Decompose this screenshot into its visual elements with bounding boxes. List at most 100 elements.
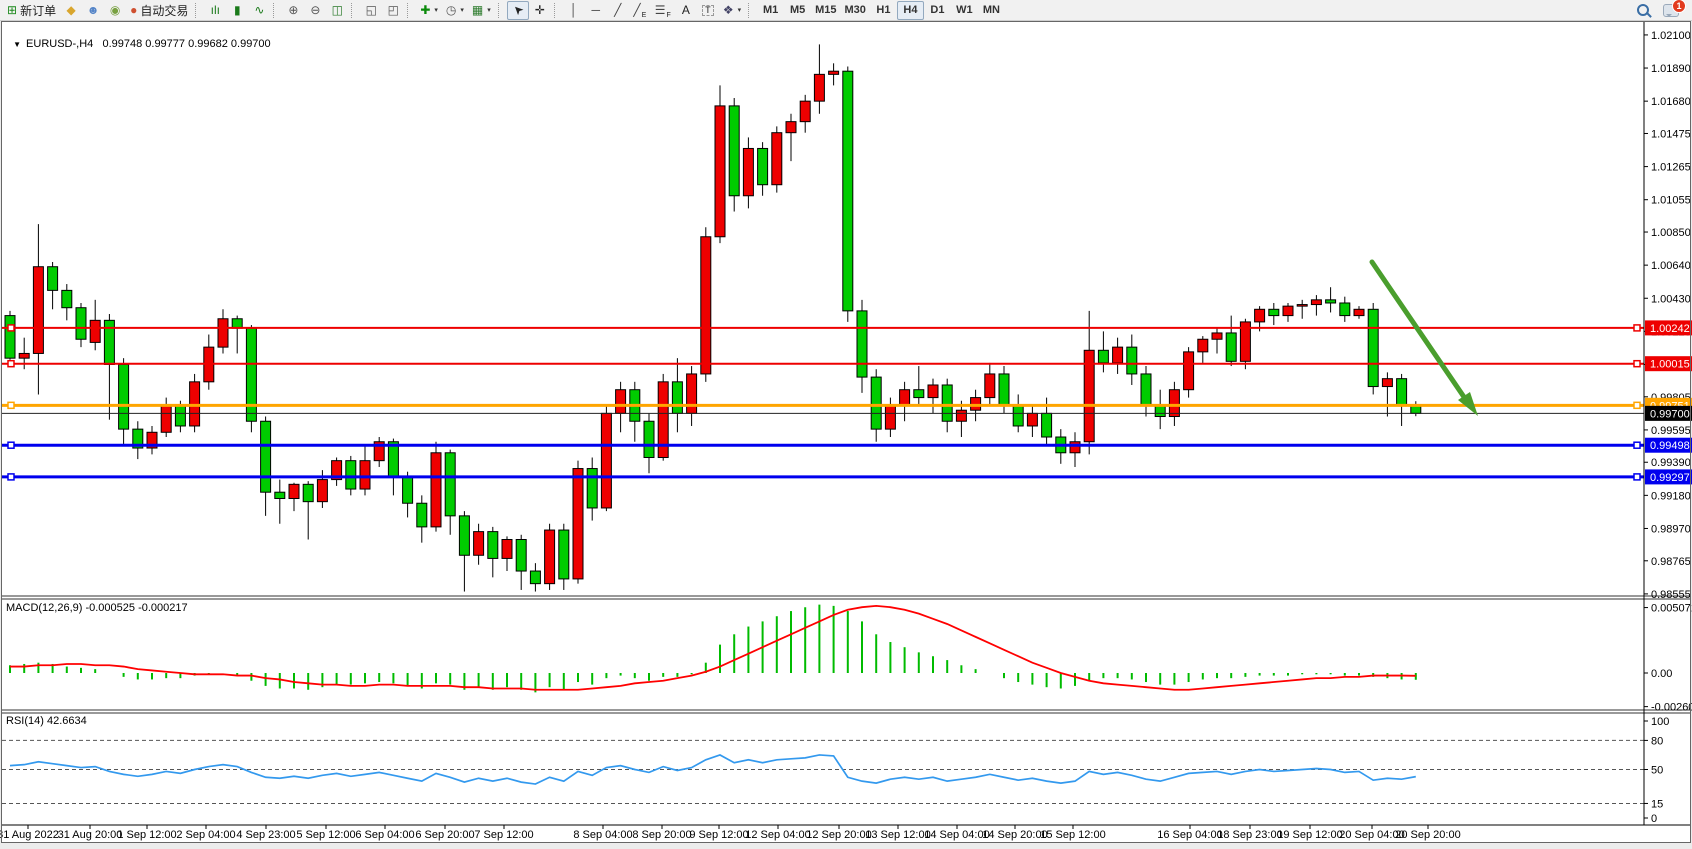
trendline-button[interactable]: ╱ [607,1,629,20]
shapes-icon: ❖ [722,3,734,17]
svg-text:0.98555: 0.98555 [1651,589,1691,601]
hline-handle[interactable] [1633,473,1641,481]
tile-windows-button[interactable]: ◫ [326,1,348,20]
hline-handle[interactable] [7,324,15,332]
line-chart-button[interactable]: ∿ [248,1,270,20]
candle-up [955,409,967,422]
data-window-button[interactable]: ◱ [360,1,382,20]
trend-arrow[interactable] [1369,259,1478,416]
candle-up [1183,351,1195,391]
zoom-out-button[interactable]: ⊖ [304,1,326,20]
svg-text:31 Aug 20:00: 31 Aug 20:00 [58,829,123,841]
svg-text:-0.002606: -0.002606 [1651,702,1692,714]
timeframe-m15-button[interactable]: M15 [811,1,840,20]
candlestick-chart-button[interactable]: ▮ [226,1,248,20]
hline-handle[interactable] [1633,441,1641,449]
candle-up [1353,308,1365,317]
text-button[interactable]: A [675,1,697,20]
svg-text:14 Sep 04:00: 14 Sep 04:00 [924,829,989,841]
candle-down [487,531,499,559]
fibonacci-icon: ☰ [654,3,666,17]
cursor-button[interactable]: ➤ [506,0,529,20]
hline-handle[interactable] [7,359,15,368]
tile-windows-icon: ◫ [331,3,344,17]
zoom-in-icon: ⊕ [288,3,299,17]
candle-up [572,468,584,580]
candle-down [586,468,598,509]
horizontal-line-button[interactable]: ─ [585,1,607,20]
search-icon[interactable] [1637,4,1649,16]
hline-handle[interactable] [7,441,15,449]
candle-down [444,452,456,517]
candle-down [1396,378,1408,406]
svg-text:0.98970: 0.98970 [1651,523,1691,535]
dropdown-caret-icon[interactable]: ▾ [434,7,438,14]
chat-icon[interactable]: 1 [1663,0,1686,17]
candle-down [643,420,655,459]
macd-indicator [9,604,1417,693]
candle-down [757,147,769,186]
timeframe-w1-button[interactable]: W1 [951,1,978,20]
candle-up [1168,389,1180,418]
signal-button[interactable]: ◉ [104,1,126,20]
dropdown-caret-icon[interactable]: ▾ [460,7,464,14]
candle-down [1140,373,1152,406]
timeframe-m1-button[interactable]: M1 [757,1,784,20]
new-order-button[interactable]: ⊞ 新订单 [3,1,60,20]
candle-down [1225,332,1237,362]
price-label-1.00242: 1.00242 [1645,320,1692,336]
styles-bucket-button[interactable]: ◆ [60,1,82,20]
template-button[interactable]: ▦ ▾ [468,1,495,20]
profile-button[interactable]: ☻ [82,1,104,20]
vertical-line-button[interactable]: │ [563,1,585,20]
dropdown-caret-icon[interactable]: ▾ [487,7,491,14]
candle-up [544,529,556,585]
candle-down [274,491,286,500]
periods-button[interactable]: ◷ ▾ [442,1,468,20]
candle-down [1126,346,1138,375]
hline-handle[interactable] [1633,401,1641,410]
svg-text:80: 80 [1651,735,1663,747]
candle-up [430,452,442,528]
svg-text:0.005071: 0.005071 [1651,603,1692,615]
add-indicator-button[interactable]: ✚ ▾ [416,1,442,20]
dropdown-caret-icon[interactable]: ▾ [737,7,742,14]
svg-text:1.00015: 1.00015 [1650,359,1690,371]
crosshair-button[interactable]: ✛ [529,1,551,20]
timeframe-m5-button[interactable]: M5 [784,1,811,20]
svg-text:14 Sep 20:00: 14 Sep 20:00 [982,829,1047,841]
hline-handle[interactable] [7,473,15,481]
navigator-button[interactable]: ◰ [382,1,404,20]
hline-handle[interactable] [7,401,15,410]
macd-signal-line [10,604,1416,691]
auto-trading-button[interactable]: ● 自动交易 [126,1,192,20]
candle-up [473,531,485,556]
timeframe-m30-button[interactable]: M30 [841,1,870,20]
svg-text:1.01265: 1.01265 [1651,162,1691,174]
candle-up [742,147,754,197]
candle-up [700,236,712,375]
hline-handle[interactable] [1633,359,1641,368]
rsi-label: RSI(14) 42.6634 [6,715,87,727]
timeframe-h4-button[interactable]: H4 [896,0,924,20]
cursor-icon: ➤ [509,1,527,19]
candle-up [1239,321,1251,362]
zoom-in-button[interactable]: ⊕ [282,1,304,20]
hline-handle[interactable] [1633,324,1641,332]
text-label-button[interactable]: T [697,1,719,20]
candle-up [899,389,911,406]
bar-chart-button[interactable]: ılı [204,1,226,20]
timeframe-h1-button[interactable]: H1 [870,1,897,20]
timeframe-d1-button[interactable]: D1 [924,1,951,20]
fibonacci-button[interactable]: ☰ F [651,1,675,20]
timeframe-mn-button[interactable]: MN [978,1,1005,20]
svg-text:16 Sep 04:00: 16 Sep 04:00 [1157,829,1222,841]
candle-up [373,441,385,462]
add-indicator-icon: ✚ [420,3,431,17]
shapes-button[interactable]: ❖ ▾ [719,1,745,20]
symbol-dropdown-icon[interactable]: ▼ [13,40,22,49]
equidistant-channel-button[interactable]: ╱ E [629,1,651,20]
candle-down [1041,412,1053,438]
